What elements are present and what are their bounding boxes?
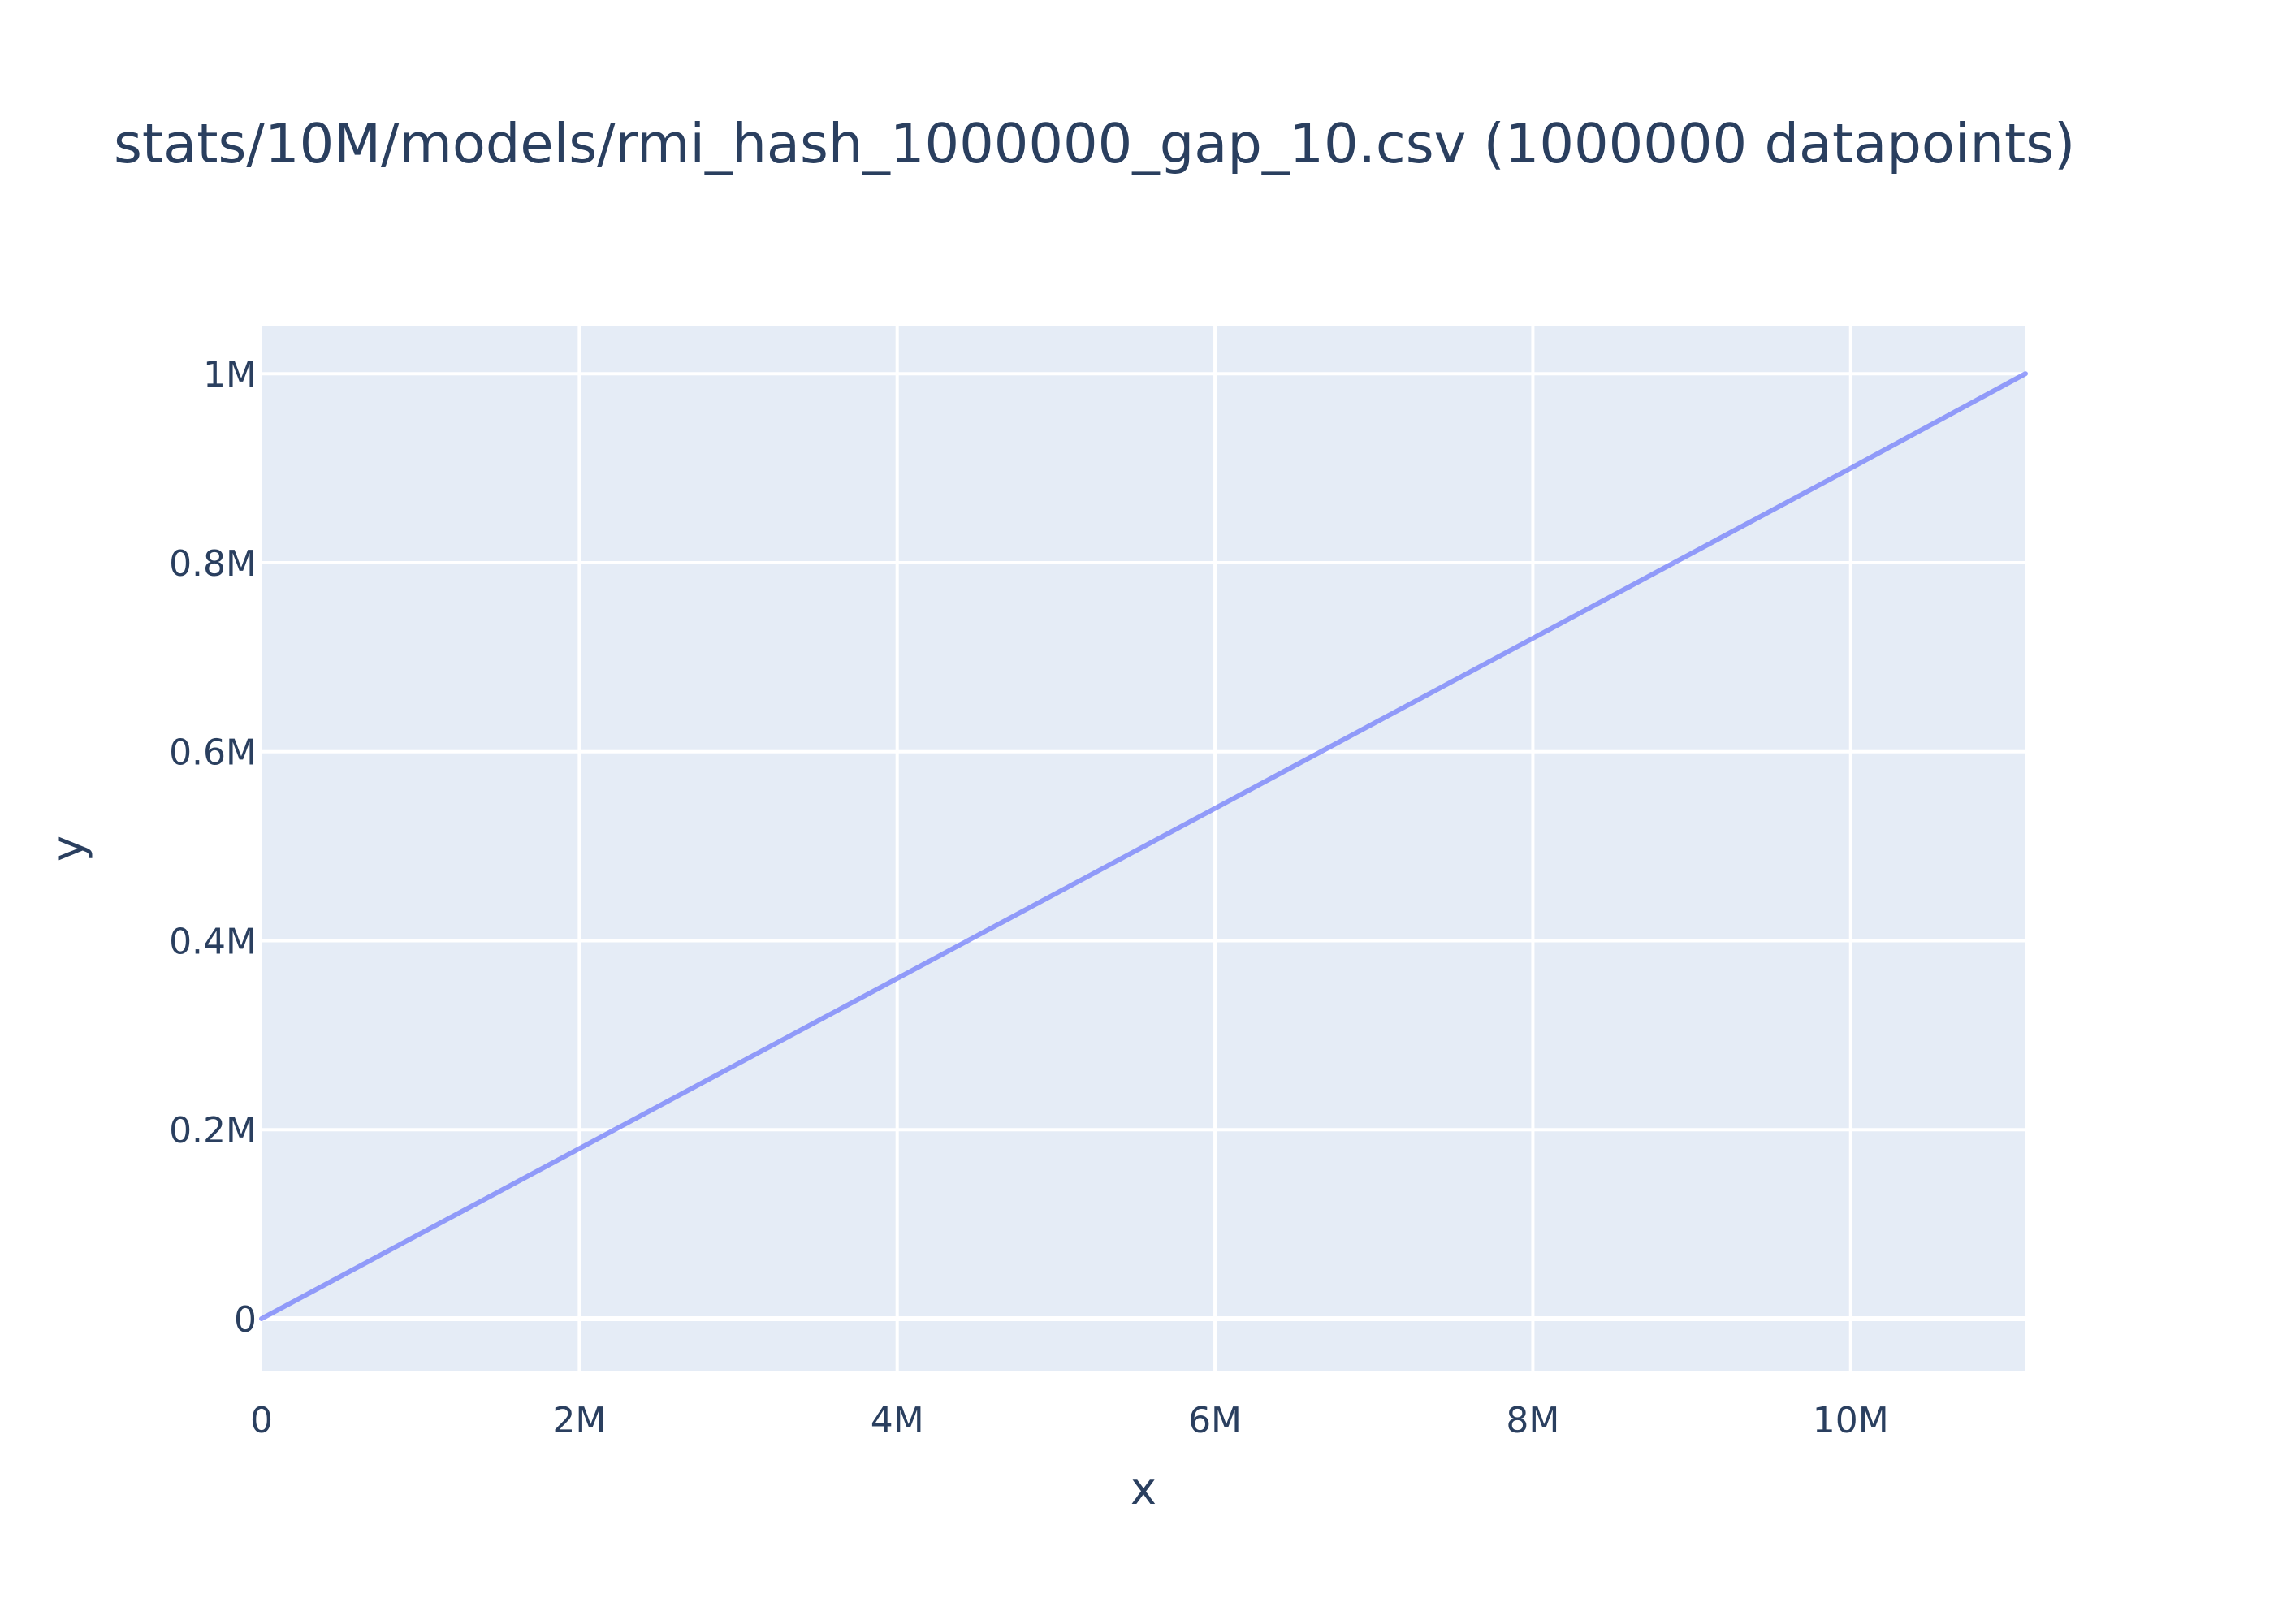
- y-axis-title: y: [42, 836, 93, 862]
- x-tick-label: 4M: [871, 1400, 924, 1441]
- y-tick-label: 0.2M: [169, 1110, 257, 1151]
- series-layer: [259, 371, 2028, 1321]
- y-axis-ticks: 0 0.2M 0.4M 0.6M 0.8M 1M: [169, 354, 257, 1341]
- x-tick-label: 10M: [1813, 1400, 1889, 1441]
- x-axis-title: x: [1131, 1463, 1156, 1514]
- y-tick-label: 0.4M: [169, 921, 257, 962]
- y-tick-label: 0.8M: [169, 543, 257, 585]
- series-line: [259, 371, 2028, 1321]
- y-tick-label: 0: [234, 1299, 257, 1341]
- x-tick-label: 0: [250, 1400, 273, 1441]
- x-tick-label: 2M: [552, 1400, 606, 1441]
- chart-title: stats/10M/models/rmi_hash_1000000_gap_10…: [114, 112, 2075, 175]
- x-tick-label: 6M: [1188, 1400, 1242, 1441]
- x-tick-label: 8M: [1506, 1400, 1559, 1441]
- y-tick-label: 0.6M: [169, 732, 257, 774]
- grid-lines: [262, 326, 2025, 1371]
- x-axis-ticks: 0 2M 4M 6M 8M 10M: [250, 1400, 1889, 1441]
- y-tick-label: 1M: [203, 354, 257, 395]
